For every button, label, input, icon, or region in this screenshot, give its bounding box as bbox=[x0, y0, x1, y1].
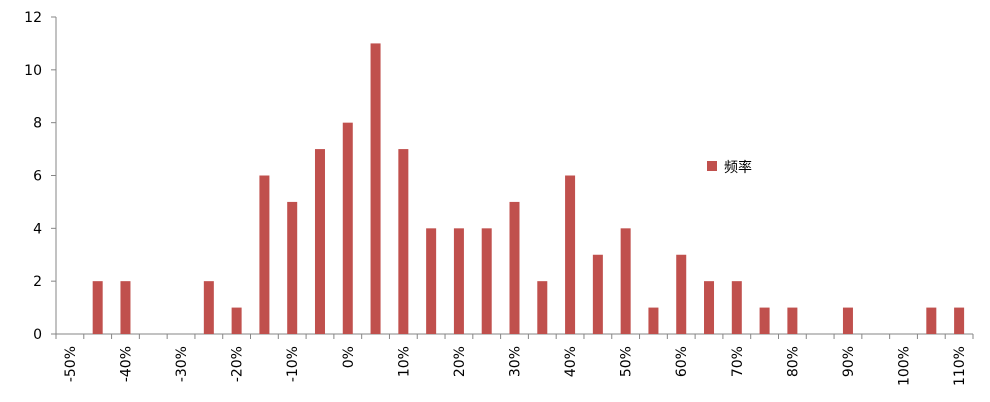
bar bbox=[120, 281, 131, 334]
x-tick-label: 110% bbox=[952, 346, 968, 386]
bar bbox=[620, 228, 631, 334]
y-tick-label: 0 bbox=[33, 327, 42, 343]
x-tick-label: 10% bbox=[396, 346, 412, 377]
x-tick-label: 70% bbox=[730, 346, 746, 377]
y-tick-label: 4 bbox=[33, 221, 42, 237]
x-tick-label: -20% bbox=[230, 346, 246, 382]
x-tick-label: 100% bbox=[897, 346, 913, 386]
x-tick-label: 40% bbox=[563, 346, 579, 377]
bar bbox=[509, 201, 520, 334]
bar bbox=[759, 307, 770, 334]
bar bbox=[92, 281, 103, 334]
x-tick-label: 90% bbox=[841, 346, 857, 377]
bar bbox=[731, 281, 742, 334]
bar bbox=[453, 228, 464, 334]
bar bbox=[398, 149, 409, 334]
x-tick-label: -30% bbox=[174, 346, 190, 382]
bar bbox=[704, 281, 715, 334]
legend-label: 频率 bbox=[724, 159, 752, 176]
bar bbox=[648, 307, 659, 334]
y-tick-label: 12 bbox=[24, 10, 42, 26]
x-tick-label: 50% bbox=[619, 346, 635, 377]
bar bbox=[342, 122, 353, 335]
bar bbox=[537, 281, 548, 334]
bar bbox=[787, 307, 798, 334]
x-tick-label: 20% bbox=[452, 346, 468, 377]
bar bbox=[481, 228, 492, 334]
bar bbox=[592, 254, 603, 334]
legend-swatch bbox=[707, 161, 717, 171]
bar bbox=[842, 307, 853, 334]
x-tick-label: 30% bbox=[508, 346, 524, 377]
bar bbox=[426, 228, 437, 334]
bar bbox=[676, 254, 687, 334]
bar bbox=[370, 43, 381, 335]
bar bbox=[565, 175, 576, 334]
bar bbox=[203, 281, 214, 334]
x-tick-label: 80% bbox=[785, 346, 801, 377]
bar bbox=[954, 307, 965, 334]
x-tick-label: -10% bbox=[285, 346, 301, 382]
bar bbox=[231, 307, 242, 334]
bar bbox=[259, 175, 270, 334]
x-tick-label: 60% bbox=[674, 346, 690, 377]
bar bbox=[926, 307, 937, 334]
y-tick-label: 6 bbox=[33, 169, 42, 185]
y-tick-label: 8 bbox=[33, 116, 42, 132]
x-tick-label: -40% bbox=[118, 346, 134, 382]
bar bbox=[287, 201, 298, 334]
y-tick-label: 2 bbox=[33, 274, 42, 290]
x-tick-label: 0% bbox=[341, 346, 357, 368]
y-tick-label: 10 bbox=[24, 63, 42, 79]
x-tick-label: -50% bbox=[63, 346, 79, 382]
bar bbox=[314, 149, 325, 334]
